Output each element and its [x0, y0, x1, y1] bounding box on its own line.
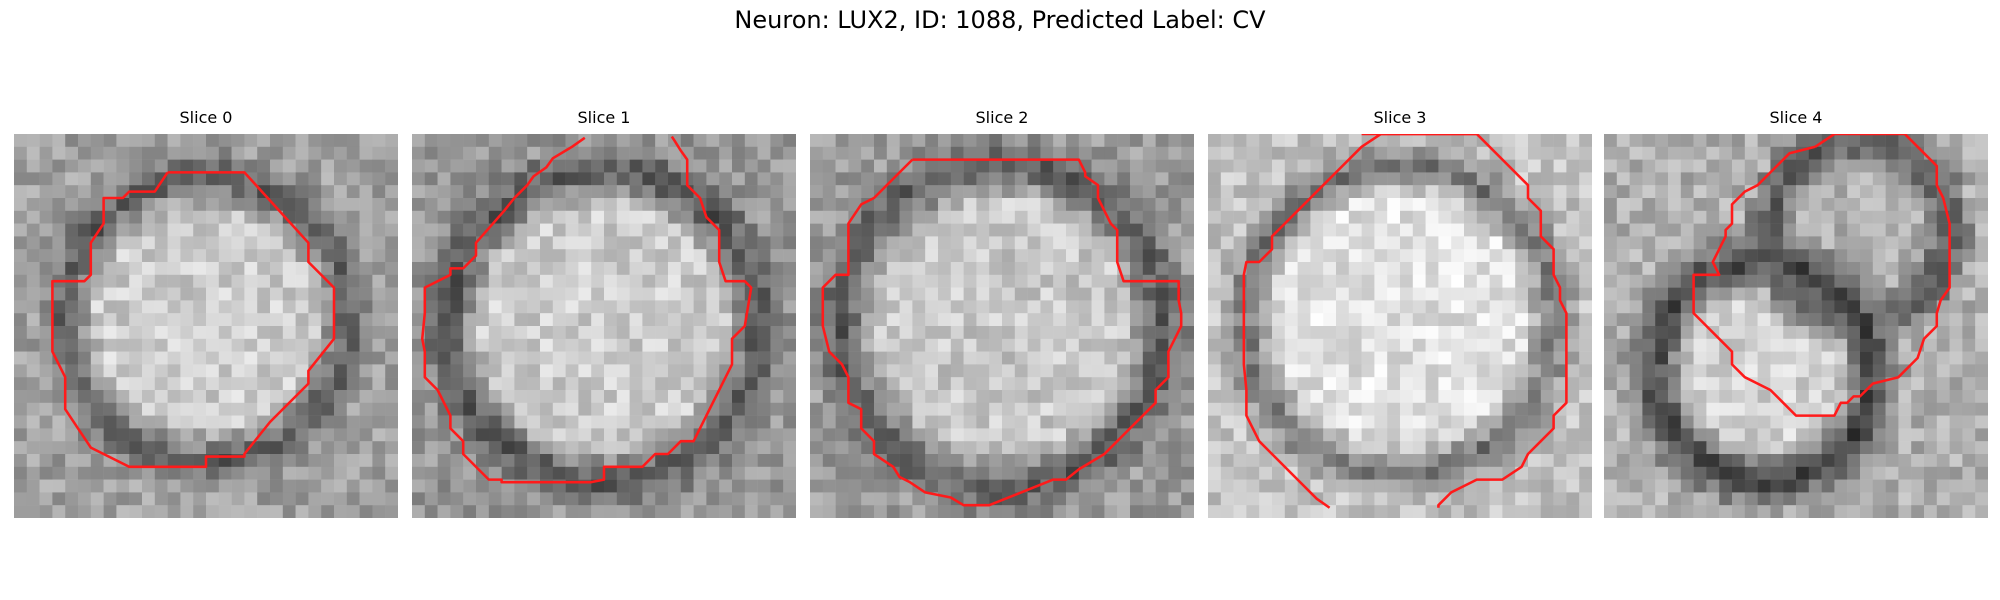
slice-title-0: Slice 0	[179, 108, 233, 127]
slice-title-3: Slice 3	[1373, 108, 1427, 127]
contour-line-0	[51, 171, 336, 469]
figure-title: Neuron: LUX2, ID: 1088, Predicted Label:…	[734, 6, 1266, 34]
slice-image-1	[412, 134, 796, 518]
slice-title-2: Slice 2	[975, 108, 1029, 127]
slice-image-3	[1208, 134, 1592, 518]
slice-title-4: Slice 4	[1769, 108, 1823, 127]
contour-line-3	[1242, 134, 1477, 509]
contour-line-3b	[1361, 134, 1568, 508]
contour-line-2	[821, 158, 1183, 507]
contour-line-1	[420, 135, 753, 484]
slice-title-1: Slice 1	[577, 108, 631, 127]
slice-image-0	[14, 134, 398, 518]
slice-image-4	[1604, 134, 1988, 518]
contour-line-4	[1692, 134, 1951, 417]
slice-image-2	[810, 134, 1194, 518]
